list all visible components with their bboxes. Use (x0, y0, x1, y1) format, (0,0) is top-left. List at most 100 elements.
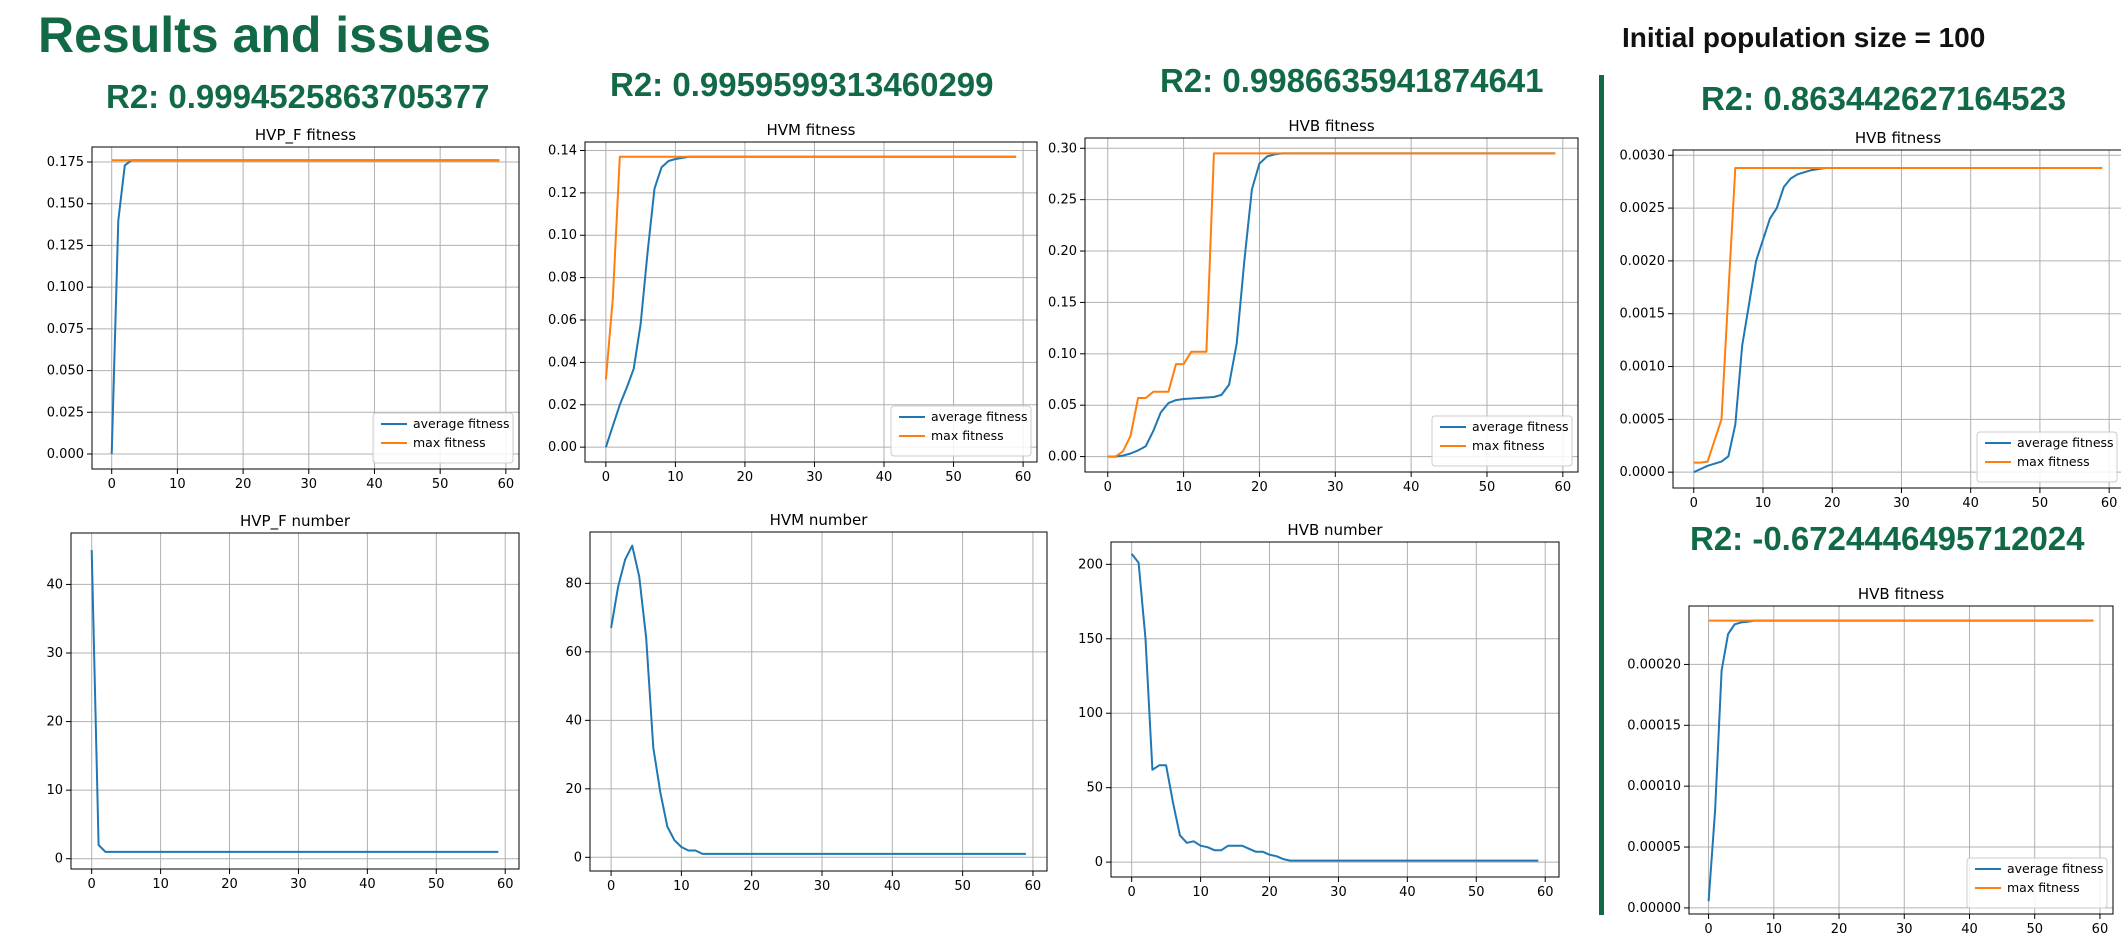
vertical-divider (1599, 75, 1604, 915)
y-tick-label: 0.00020 (1627, 657, 1681, 672)
y-tick-label: 0.05 (1048, 398, 1077, 413)
chart-hvpf-fitness: 0 10 20 30 40 50 60 0.000 0.025 0.050 0.075 0.100 0.… (47, 126, 520, 492)
legend-box (1966, 857, 2108, 909)
y-tick-label: 0 (574, 850, 582, 865)
legend-label: average fitness (931, 409, 1028, 424)
chart-hvb-fitness-pop100-second: 0 10 20 30 40 50 60 0.00000 0.00005 0.00010 0.0001… (1627, 585, 2114, 937)
y-tick-label: 10 (46, 783, 63, 798)
axes-frame (584, 141, 1038, 463)
x-tick-label: 50 (1468, 885, 1485, 900)
x-tick-label: 60 (1025, 879, 1042, 894)
y-tick-label: 20 (565, 782, 582, 797)
legend-label: average fitness (413, 416, 510, 431)
y-tick-label: 0.0010 (1620, 360, 1666, 375)
x-tick-label: 40 (359, 877, 376, 892)
x-tick-label: 20 (221, 877, 238, 892)
axes-frame (589, 531, 1048, 872)
x-tick-label: 30 (814, 879, 831, 894)
series-line-max (1107, 152, 1556, 458)
y-tick-label: 0.050 (47, 364, 84, 379)
y-tick-label: 0.10 (548, 228, 577, 243)
y-tick-label: 0.10 (1048, 347, 1077, 362)
axes-frame (1688, 605, 2114, 915)
y-tick-label: 30 (46, 646, 63, 661)
y-tick-label: 0.175 (47, 155, 84, 170)
x-tick-label: 60 (1537, 885, 1554, 900)
y-tick-label: 150 (1078, 632, 1103, 647)
x-tick-label: 20 (1261, 885, 1278, 900)
y-tick-label: 0.0015 (1620, 307, 1666, 322)
legend-label: average fitness (2007, 861, 2104, 876)
chart-title: HVB fitness (1855, 129, 1941, 147)
x-tick-label: 30 (806, 470, 823, 485)
x-tick-label: 50 (428, 877, 445, 892)
series-line-max (1693, 167, 2103, 464)
x-tick-label: 20 (1831, 922, 1848, 937)
chart-hvm-fitness: 0 10 20 30 40 50 60 0.00 0.02 0.04 0.06 0.08 0.10 0.1… (548, 121, 1038, 485)
y-tick-label: 0.125 (47, 238, 84, 253)
y-tick-label: 40 (46, 577, 63, 592)
x-tick-label: 50 (2026, 922, 2043, 937)
x-tick-label: 10 (667, 470, 684, 485)
x-tick-label: 40 (1961, 922, 1978, 937)
legend-label: average fitness (2017, 435, 2114, 450)
x-tick-label: 60 (1015, 470, 1032, 485)
x-tick-label: 50 (1479, 480, 1496, 495)
y-tick-label: 200 (1078, 557, 1103, 572)
page-title: Results and issues (38, 7, 491, 63)
x-tick-label: 50 (945, 470, 962, 485)
y-tick-label: 40 (565, 713, 582, 728)
x-tick-label: 0 (1690, 496, 1698, 511)
chart-title: HVB fitness (1858, 585, 1944, 603)
y-tick-label: 0.000 (47, 447, 84, 462)
y-tick-label: 0.0030 (1620, 148, 1666, 163)
x-tick-label: 0 (607, 879, 615, 894)
r2-label-hvb-fitness: R2: 0.9986635941874641 (1160, 62, 1544, 99)
y-tick-label: 0.0020 (1620, 254, 1666, 269)
y-tick-label: 0.075 (47, 322, 84, 337)
plot-area (1111, 542, 1559, 877)
y-tick-label: 0.150 (47, 197, 84, 212)
x-tick-label: 0 (108, 477, 116, 492)
x-tick-label: 20 (1824, 496, 1841, 511)
axes-frame (1672, 149, 2121, 489)
series-line-average (1107, 152, 1556, 458)
r2-label-hvm-fitness: R2: 0.9959599313460299 (610, 66, 994, 103)
y-tick-label: 0.06 (548, 313, 577, 328)
y-tick-label: 0.00010 (1627, 779, 1681, 794)
series-line-max (604, 155, 1017, 380)
legend-label: max fitness (2017, 454, 2090, 469)
legend-label: max fitness (413, 435, 486, 450)
y-tick-label: 0.00 (548, 440, 577, 455)
y-tick-label: 0.14 (548, 143, 577, 158)
x-tick-label: 20 (235, 477, 252, 492)
x-tick-label: 20 (1251, 480, 1268, 495)
x-tick-label: 0 (602, 470, 610, 485)
y-tick-label: 0.00005 (1627, 840, 1681, 855)
y-tick-label: 0.00000 (1627, 901, 1681, 916)
x-tick-label: 10 (1766, 922, 1783, 937)
chart-hvpf-number: 0 10 20 30 40 50 60 0 10 20 30 40 HVP_F number (46, 512, 520, 892)
chart-hvb-fitness-pop100: 0 10 20 30 40 50 60 0.0000 0.0005 0.0010 0.0015 0.0… (1620, 129, 2121, 511)
x-tick-label: 40 (1399, 885, 1416, 900)
x-tick-label: 60 (497, 877, 514, 892)
chart-hvb-fitness: 0 10 20 30 40 50 60 0.00 0.05 0.10 0.15 0.20 0.25 0.3… (1048, 117, 1579, 495)
chart-title: HVP_F number (240, 512, 351, 531)
chart-hvb-number: 0 10 20 30 40 50 60 0 50 100 150 200 HVB number (1078, 521, 1560, 900)
y-tick-label: 0.04 (548, 355, 577, 370)
y-tick-label: 0.00 (1048, 450, 1077, 465)
x-tick-label: 40 (1962, 496, 1979, 511)
legend-box (1431, 415, 1573, 467)
y-tick-label: 0.25 (1048, 193, 1077, 208)
x-tick-label: 30 (1896, 922, 1913, 937)
chart-title: HVB number (1287, 521, 1383, 539)
x-tick-label: 0 (88, 877, 96, 892)
x-tick-label: 60 (2101, 496, 2118, 511)
chart-title: HVP_F fitness (255, 126, 356, 145)
chart-title: HVB fitness (1288, 117, 1374, 135)
legend-box (890, 405, 1032, 457)
r2-label-hvpf-fitness: R2: 0.9994525863705377 (106, 78, 490, 115)
x-tick-label: 30 (1330, 885, 1347, 900)
legend-box (372, 412, 514, 464)
y-tick-label: 0.15 (1048, 295, 1077, 310)
